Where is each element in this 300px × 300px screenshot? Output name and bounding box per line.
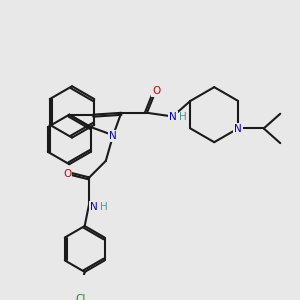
Text: N: N [109,131,117,141]
Text: N: N [234,124,242,134]
Text: Cl: Cl [75,294,85,300]
Text: O: O [63,169,71,179]
Text: H: H [179,112,187,122]
Text: N: N [90,202,98,212]
Text: O: O [152,86,160,96]
Text: N: N [169,112,176,122]
Text: H: H [100,202,108,212]
